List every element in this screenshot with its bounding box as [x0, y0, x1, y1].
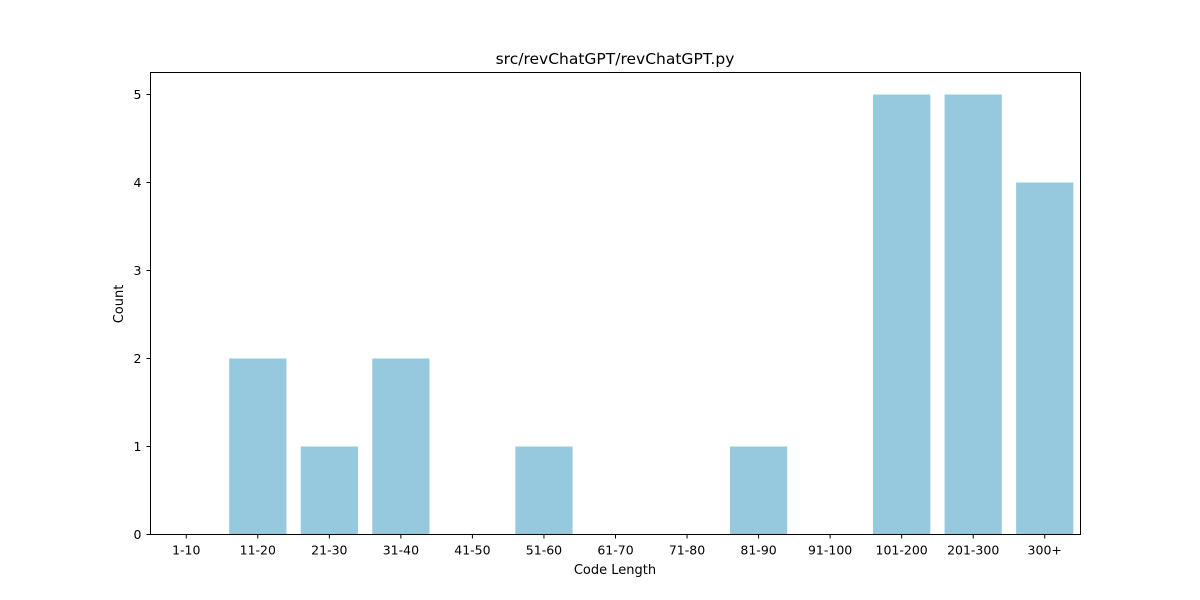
bar-51-60 — [515, 446, 573, 535]
x-axis: 1-10 11-20 21-30 31-40 41-50 51-60 61-70 71-80 8… — [172, 534, 1062, 558]
x-tick-label: 61-70 — [597, 543, 633, 558]
x-tick-label: 31-40 — [383, 543, 419, 558]
x-tick-label: 71-80 — [669, 543, 705, 558]
bar-21-30 — [300, 446, 358, 535]
y-axis-label: Count — [112, 285, 127, 324]
x-tick-label: 41-50 — [454, 543, 490, 558]
bars-group — [229, 94, 1074, 535]
bar-300+ — [1016, 182, 1074, 535]
y-tick-label: 0 — [134, 527, 142, 542]
y-axis: 0 1 2 3 4 5 — [134, 87, 151, 542]
plot-frame — [150, 72, 1081, 535]
y-tick-label: 5 — [134, 87, 142, 102]
x-tick-label: 101-200 — [876, 543, 928, 558]
x-tick-label: 11-20 — [240, 543, 276, 558]
x-tick-label: 51-60 — [526, 543, 562, 558]
bar-11-20 — [229, 358, 287, 535]
y-tick-label: 3 — [134, 263, 142, 278]
x-tick-label: 201-300 — [947, 543, 999, 558]
bar-81-90 — [729, 446, 788, 535]
chart-title: src/revChatGPT/revChatGPT.py — [496, 50, 735, 68]
x-tick-label: 300+ — [1028, 543, 1062, 558]
x-tick-label: 91-100 — [808, 543, 852, 558]
y-tick-label: 4 — [134, 175, 142, 190]
x-tick-label: 1-10 — [172, 543, 200, 558]
x-tick-label: 81-90 — [740, 543, 776, 558]
y-tick-label: 2 — [134, 351, 142, 366]
x-tick-label: 21-30 — [311, 543, 347, 558]
x-axis-label: Code Length — [574, 563, 656, 578]
bar-31-40 — [372, 358, 430, 535]
bar-101-200 — [873, 94, 931, 535]
bar-201-300 — [944, 94, 1002, 535]
y-tick-label: 1 — [134, 439, 142, 454]
